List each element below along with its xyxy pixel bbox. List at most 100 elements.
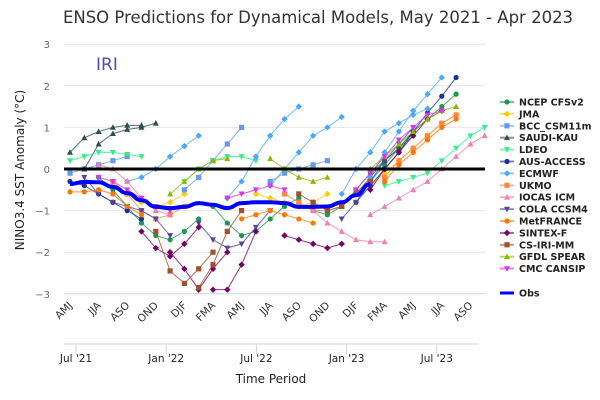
x-category-label: AMJ [225, 300, 247, 322]
legend-label: MetFRANCE [519, 217, 582, 228]
legend-item-ncep-cfsv2[interactable]: NCEP CFSv2 [500, 98, 584, 109]
ecmwf-point [138, 174, 145, 181]
legend-point [503, 110, 511, 118]
ukmo-run [382, 112, 459, 180]
ecmwf-point [181, 142, 188, 150]
x-category-label: FMA [194, 299, 219, 324]
saudi-kau-point [95, 128, 102, 134]
gfdl-spear-point [181, 178, 188, 184]
cs-iri-mm-line [155, 231, 214, 285]
ukmo-point [439, 120, 445, 126]
ldeo-point [109, 149, 116, 156]
legend-item-cs-iri-mm[interactable]: CS-IRI-MM [500, 240, 574, 251]
sintex-f-point [238, 261, 245, 268]
gfdl-spear-point [295, 174, 302, 180]
legend-point [504, 158, 510, 165]
sintex-f-point [138, 228, 145, 235]
sintex-f-point [338, 240, 345, 248]
ecmwf-run [338, 105, 431, 198]
ncep-cfsv2-point [267, 216, 273, 222]
sintex-f-point [281, 232, 288, 239]
cs-iri-mm-point [181, 280, 187, 286]
bcc-csm11m-point [181, 187, 187, 193]
cola-ccsm4-run [195, 208, 274, 252]
jma-point [252, 190, 260, 198]
iocas-icm-point [367, 211, 374, 218]
bcc-csm11m-point [110, 158, 116, 164]
ldeo-point [124, 152, 131, 158]
cola-ccsm4-point [238, 241, 245, 248]
ecmwf-point [324, 124, 331, 131]
ecmwf-point [438, 74, 445, 81]
legend-item-cola-ccsm4[interactable]: COLA CCSM4 [500, 205, 588, 216]
ldeo-point [438, 158, 445, 164]
legend-point [504, 206, 510, 213]
legend-item-metfrance[interactable]: MetFRANCE [500, 217, 582, 228]
metfrance-point [453, 116, 459, 122]
saudi-kau-run [67, 122, 145, 155]
cola-ccsm4-point [353, 199, 359, 206]
cs-iri-mm-run [153, 228, 216, 286]
legend-item-bcc-csm11m[interactable]: BCC_CSM11m [500, 121, 592, 132]
iocas-icm-point [338, 228, 345, 234]
saudi-kau-point [138, 124, 145, 130]
date-label: Jul '23 [420, 353, 453, 365]
saudi-kau-point [67, 149, 73, 155]
date-label: Jul '22 [239, 353, 272, 365]
metfrance-point [424, 137, 431, 143]
legend-item-saudi-kau[interactable]: SAUDI-KAU [500, 133, 578, 144]
ncep-cfsv2-point [224, 220, 230, 226]
legend-point [504, 242, 510, 248]
legend-point [504, 134, 510, 141]
cmc-cansip-point [95, 174, 102, 181]
gfdl-spear-point [310, 178, 317, 184]
bcc-csm11m-point [281, 170, 288, 176]
legend-item-aus-access[interactable]: AUS-ACCESS [500, 157, 586, 168]
legend-item-jma[interactable]: JMA [500, 109, 540, 120]
ecmwf-point [395, 128, 403, 135]
cs-iri-mm-point [310, 199, 316, 205]
iocas-icm-point [453, 153, 460, 159]
ecmwf-line [269, 116, 342, 186]
sintex-f-run [281, 232, 345, 252]
x-category-label: ASO [451, 300, 475, 324]
legend-point [504, 194, 510, 200]
metfrance-run [239, 208, 316, 226]
legend-label: UKMO [519, 181, 552, 192]
ncep-cfsv2-point [324, 212, 330, 218]
legend-item-ecmwf[interactable]: ECMWF [500, 169, 559, 180]
ldeo-point [138, 154, 145, 160]
ecmwf-point [281, 115, 288, 123]
legend-item-iocas-icm[interactable]: IOCAS ICM [500, 193, 575, 204]
ecmwf-point [367, 149, 374, 156]
ncep-cfsv2-line [98, 176, 200, 241]
x-category-label: JJA [85, 299, 104, 318]
legend-item-ldeo[interactable]: LDEO [500, 145, 548, 156]
legend-item-gfdl-spear[interactable]: GFDL SPEAR [500, 252, 586, 263]
ecmwf-point [338, 113, 345, 121]
legend-label: COLA CCSM4 [519, 205, 588, 216]
cs-iri-mm-point [296, 191, 302, 197]
ldeo-point [453, 145, 460, 152]
legend-label: IOCAS ICM [519, 193, 575, 204]
iocas-icm-point [324, 219, 331, 226]
cola-ccsm4-point [381, 158, 388, 164]
legend-label: AUS-ACCESS [519, 157, 586, 168]
cola-ccsm4-point [224, 245, 231, 252]
ukmo-point [424, 133, 431, 139]
legend-label: JMA [518, 109, 540, 120]
x-axis-categories: AMJ JJA ASO OND DJF FMA AMJ JJA ASO OND DJF FMA AMJ J… [53, 299, 476, 325]
bcc-csm11m-point [196, 174, 202, 180]
metfrance-point [138, 212, 145, 218]
metfrance-point [239, 216, 245, 222]
iocas-icm-point [395, 194, 402, 201]
ldeo-run [67, 149, 145, 164]
legend-item-sintex-f[interactable]: SINTEX-F [500, 228, 567, 239]
legend-item-ukmo[interactable]: UKMO [500, 181, 552, 192]
legend-item-obs[interactable]: Obs [500, 289, 540, 300]
legend-item-cmc-cansip[interactable]: CMC CANSIP [500, 264, 585, 275]
saudi-kau-line [69, 124, 142, 153]
cs-iri-mm-point [210, 249, 216, 255]
jma-point [166, 199, 174, 206]
metfrance-point [410, 149, 416, 155]
